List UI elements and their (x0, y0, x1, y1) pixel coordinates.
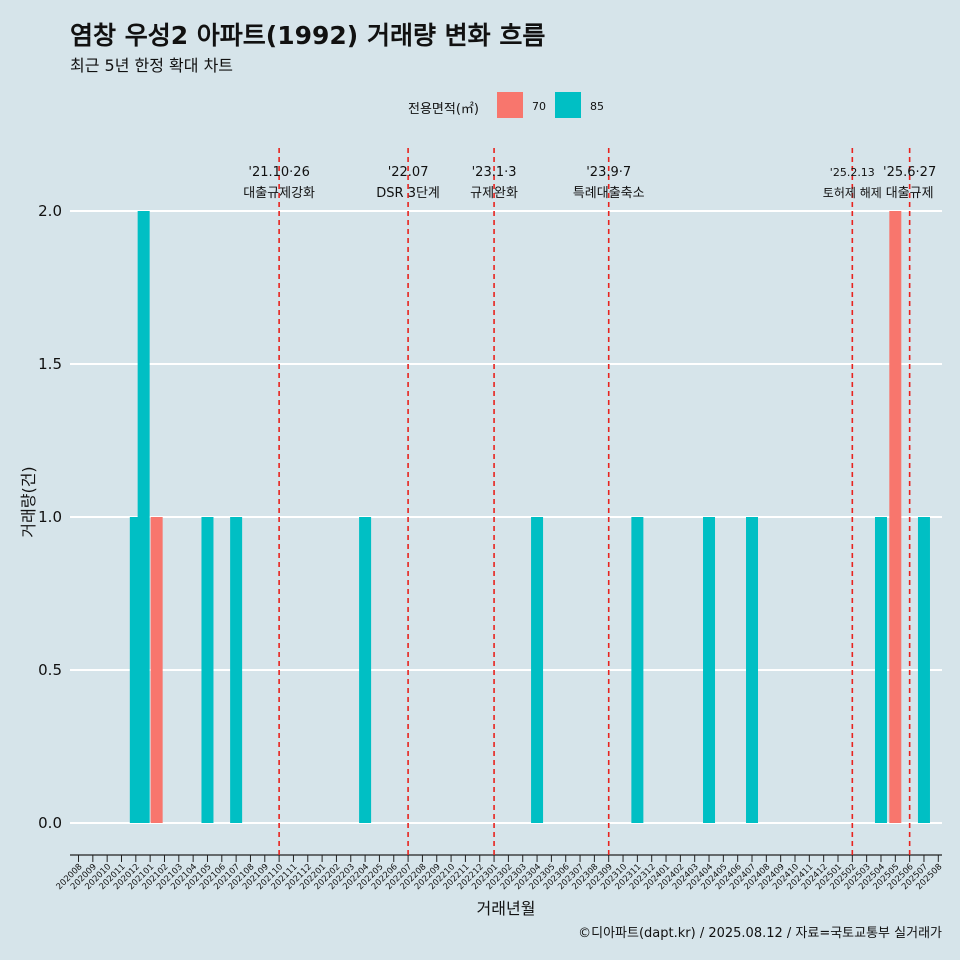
annotation-label: 대출규제강화 (243, 186, 315, 201)
legend-swatch-85 (555, 92, 581, 118)
source-caption: ©디아파트(dapt.kr) / 2025.08.12 / 자료=국토교통부 실… (578, 926, 942, 941)
legend: 전용면적(㎡) 70 85 (0, 92, 960, 122)
legend-title: 전용면적(㎡) (408, 102, 479, 117)
bar-85 (230, 517, 243, 823)
annotation-date: '21.10·26 (248, 165, 309, 180)
chart-title: 염창 우성2 아파트(1992) 거래량 변화 흐름 (70, 21, 546, 50)
legend-label-85: 85 (590, 100, 604, 113)
bar-85 (201, 517, 214, 823)
annotation-label: 특례대출축소 (573, 186, 645, 201)
annotation-label: 토허제 해제 (823, 186, 882, 200)
annotation-date: '25.2.13 (830, 166, 875, 179)
y-tick-label: 2.0 (38, 202, 62, 220)
annotation-date: '23.1·3 (472, 165, 517, 180)
legend-swatch-70 (497, 92, 523, 118)
annotation-label: 규제완화 (470, 186, 518, 201)
bar-70 (150, 517, 163, 823)
bar-85 (703, 517, 716, 823)
annotation-label: 대출규제 (886, 186, 934, 201)
bar-70 (889, 211, 902, 823)
bar-85 (631, 517, 644, 823)
y-tick-label: 1.5 (38, 355, 62, 373)
x-axis-title: 거래년월 (477, 899, 536, 918)
bar-85 (746, 517, 759, 823)
bar-85 (359, 517, 372, 823)
annotation-date: '22.07 (388, 165, 429, 180)
bar-85 (137, 211, 150, 823)
y-tick-label: 1.0 (38, 508, 62, 526)
y-tick-label: 0.5 (38, 661, 62, 679)
chart-subtitle: 최근 5년 한정 확대 차트 (70, 56, 234, 75)
bar-85 (531, 517, 544, 823)
annotation-date: '25.6·27 (883, 165, 936, 180)
annotation-date: '23.9·7 (586, 165, 631, 180)
y-tick-label: 0.0 (38, 814, 62, 832)
annotation-label: DSR 3단계 (376, 186, 440, 201)
bar-85 (874, 517, 887, 823)
legend-label-70: 70 (532, 100, 546, 113)
bar-85 (917, 517, 930, 823)
y-axis-title: 거래량(건) (19, 466, 38, 537)
